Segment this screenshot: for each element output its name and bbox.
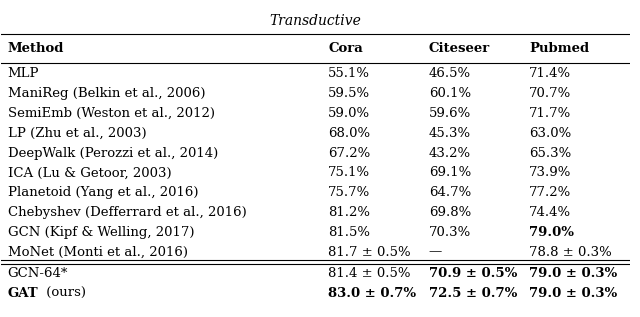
Text: 59.5%: 59.5%	[328, 87, 371, 100]
Text: 81.7 ± 0.5%: 81.7 ± 0.5%	[328, 246, 411, 259]
Text: 81.4 ± 0.5%: 81.4 ± 0.5%	[328, 267, 411, 280]
Text: 77.2%: 77.2%	[529, 186, 572, 199]
Text: 74.4%: 74.4%	[529, 206, 572, 219]
Text: 71.4%: 71.4%	[529, 68, 572, 81]
Text: 69.8%: 69.8%	[429, 206, 471, 219]
Text: 71.7%: 71.7%	[529, 107, 572, 120]
Text: 72.5 ± 0.7%: 72.5 ± 0.7%	[429, 287, 517, 300]
Text: SemiEmb (Weston et al., 2012): SemiEmb (Weston et al., 2012)	[8, 107, 214, 120]
Text: 70.9 ± 0.5%: 70.9 ± 0.5%	[429, 267, 517, 280]
Text: 67.2%: 67.2%	[328, 146, 371, 159]
Text: DeepWalk (Perozzi et al., 2014): DeepWalk (Perozzi et al., 2014)	[8, 146, 218, 159]
Text: Cora: Cora	[328, 42, 363, 55]
Text: (ours): (ours)	[42, 287, 86, 300]
Text: 79.0 ± 0.3%: 79.0 ± 0.3%	[529, 287, 618, 300]
Text: GCN (Kipf & Welling, 2017): GCN (Kipf & Welling, 2017)	[8, 226, 194, 239]
Text: 45.3%: 45.3%	[429, 127, 471, 140]
Text: 70.3%: 70.3%	[429, 226, 471, 239]
Text: 59.0%: 59.0%	[328, 107, 371, 120]
Text: Method: Method	[8, 42, 64, 55]
Text: 43.2%: 43.2%	[429, 146, 471, 159]
Text: 68.0%: 68.0%	[328, 127, 371, 140]
Text: 70.7%: 70.7%	[529, 87, 572, 100]
Text: 46.5%: 46.5%	[429, 68, 471, 81]
Text: MoNet (Monti et al., 2016): MoNet (Monti et al., 2016)	[8, 246, 188, 259]
Text: 63.0%: 63.0%	[529, 127, 572, 140]
Text: 75.7%: 75.7%	[328, 186, 371, 199]
Text: Transductive: Transductive	[269, 14, 362, 28]
Text: 75.1%: 75.1%	[328, 166, 371, 179]
Text: 64.7%: 64.7%	[429, 186, 471, 199]
Text: MLP: MLP	[8, 68, 39, 81]
Text: ManiReg (Belkin et al., 2006): ManiReg (Belkin et al., 2006)	[8, 87, 205, 100]
Text: 78.8 ± 0.3%: 78.8 ± 0.3%	[529, 246, 612, 259]
Text: Pubmed: Pubmed	[529, 42, 589, 55]
Text: LP (Zhu et al., 2003): LP (Zhu et al., 2003)	[8, 127, 147, 140]
Text: 55.1%: 55.1%	[328, 68, 370, 81]
Text: Citeseer: Citeseer	[429, 42, 490, 55]
Text: 79.0 ± 0.3%: 79.0 ± 0.3%	[529, 267, 618, 280]
Text: 81.2%: 81.2%	[328, 206, 370, 219]
Text: ICA (Lu & Getoor, 2003): ICA (Lu & Getoor, 2003)	[8, 166, 172, 179]
Text: 65.3%: 65.3%	[529, 146, 572, 159]
Text: 69.1%: 69.1%	[429, 166, 471, 179]
Text: —: —	[429, 246, 442, 259]
Text: 83.0 ± 0.7%: 83.0 ± 0.7%	[328, 287, 416, 300]
Text: Chebyshev (Defferrard et al., 2016): Chebyshev (Defferrard et al., 2016)	[8, 206, 246, 219]
Text: GCN-64*: GCN-64*	[8, 267, 68, 280]
Text: 81.5%: 81.5%	[328, 226, 370, 239]
Text: 73.9%: 73.9%	[529, 166, 572, 179]
Text: GAT: GAT	[8, 287, 38, 300]
Text: Planetoid (Yang et al., 2016): Planetoid (Yang et al., 2016)	[8, 186, 198, 199]
Text: 79.0%: 79.0%	[529, 226, 574, 239]
Text: 59.6%: 59.6%	[429, 107, 471, 120]
Text: 60.1%: 60.1%	[429, 87, 471, 100]
